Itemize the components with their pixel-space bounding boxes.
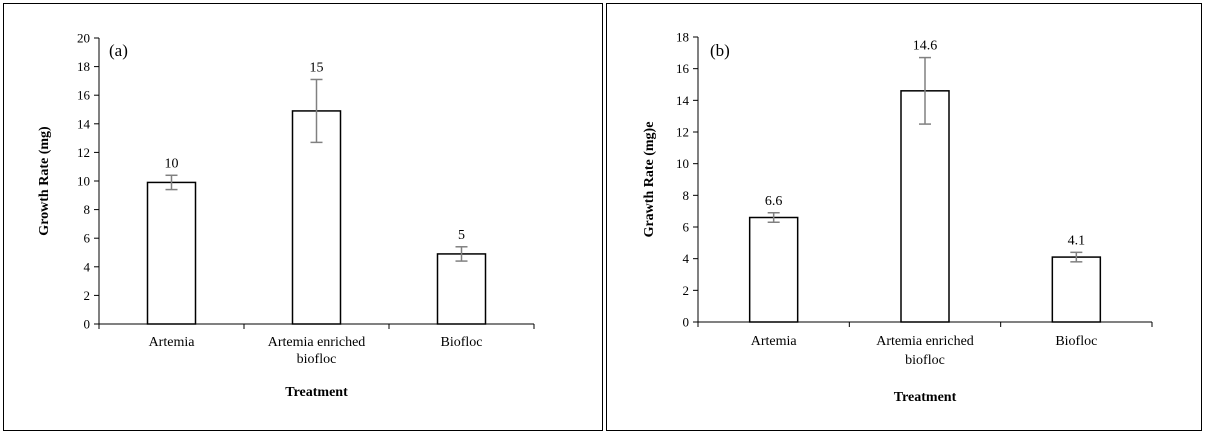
- chart-b-panel-label: (b): [710, 41, 730, 60]
- chart-a-bar: [146, 181, 197, 325]
- chart-a-category-label: Artemia: [149, 335, 196, 350]
- chart-b-y-tick-label: 14: [676, 93, 690, 108]
- chart-a-panel-label: (a): [109, 41, 128, 60]
- chart-a-bar: [291, 110, 342, 325]
- chart-b-data-label: 14.6: [913, 39, 938, 54]
- chart-a-y-tick-label: 16: [77, 88, 91, 103]
- chart-b-bar: [748, 216, 799, 323]
- chart-a-y-tick-label: 18: [77, 59, 90, 74]
- chart-a-y-tick-label: 12: [77, 145, 90, 160]
- chart-b-bar: [900, 90, 950, 323]
- chart-b-category-label-line: Biofloc: [1055, 334, 1097, 349]
- chart-a-data-label: 5: [458, 228, 465, 243]
- chart-a-category-label: Biofloc: [441, 335, 483, 350]
- chart-b-x-axis-title: Treatment: [894, 390, 957, 405]
- chart-panel-b: 0 2 4 6 8 10 12 14 16 18 6.6 Artemia 14.6 Artemia enr…: [606, 3, 1202, 431]
- chart-b-y-tick-label: 12: [676, 125, 689, 140]
- chart-a-y-tick-label: 4: [84, 259, 91, 274]
- chart-a-y-tick-label: 10: [77, 174, 90, 189]
- chart-a-category-label-line: biofloc: [297, 352, 337, 367]
- chart-a-y-tick-label: 14: [77, 116, 91, 131]
- chart-a-bar: [436, 253, 487, 325]
- chart-a-category-label-line: Artemia enriched: [268, 335, 366, 350]
- chart-b-y-axis-title: Grawth Rate (mg)e: [642, 122, 657, 238]
- chart-b-bar: [1051, 256, 1102, 323]
- chart-b-category-label-line: biofloc: [905, 353, 945, 368]
- chart-a-category-label-line: Biofloc: [441, 335, 483, 350]
- chart-a-y-tick-label: 8: [84, 202, 91, 217]
- chart-a-y-axis-title: Growth Rate (mg): [37, 126, 52, 236]
- chart-b-category-label-line: Artemia: [751, 334, 798, 349]
- chart-a-category-label: Artemia enriched biofloc: [268, 335, 366, 367]
- chart-b-y-tick-label: 2: [683, 283, 690, 298]
- chart-b-y-tick-label: 16: [676, 61, 690, 76]
- chart-b-y-tick-label: 10: [676, 156, 689, 171]
- chart-b-y-tick-label: 0: [683, 315, 690, 330]
- chart-a-y-tick-label: 20: [77, 31, 90, 46]
- chart-a-y-tick-label: 6: [84, 231, 91, 246]
- chart-b-y-tick-label: 4: [683, 251, 690, 266]
- chart-b-category-label: Artemia enriched biofloc: [876, 334, 974, 368]
- chart-b-svg: 0 2 4 6 8 10 12 14 16 18 6.6 Artemia 14.6 Artemia enr…: [642, 30, 1153, 405]
- chart-b-data-label: 4.1: [1068, 233, 1086, 248]
- chart-b-y-tick-label: 18: [676, 30, 689, 45]
- chart-b-data-label: 6.6: [765, 194, 783, 209]
- chart-a-svg: 0 2 4 6 8 10 12 14 16 18 20 10 Artemia 15 Artemia enri…: [37, 31, 535, 400]
- chart-b-y-tick-label: 8: [683, 188, 690, 203]
- chart-b-y-tick-label: 6: [683, 220, 690, 235]
- chart-b-category-label-line: Artemia enriched: [876, 334, 974, 349]
- chart-a-y-tick-label: 0: [84, 317, 91, 332]
- chart-a-x-axis-title: Treatment: [285, 385, 348, 400]
- chart-b-category-label: Biofloc: [1055, 334, 1097, 349]
- chart-a-data-label: 15: [310, 60, 324, 75]
- chart-panel-a: 0 2 4 6 8 10 12 14 16 18 20 10 Artemia 15 Artemia enri…: [3, 3, 603, 431]
- chart-a-y-tick-label: 2: [84, 288, 91, 303]
- chart-a-data-label: 10: [165, 156, 179, 171]
- chart-b-category-label: Artemia: [751, 334, 798, 349]
- chart-a-category-label-line: Artemia: [149, 335, 196, 350]
